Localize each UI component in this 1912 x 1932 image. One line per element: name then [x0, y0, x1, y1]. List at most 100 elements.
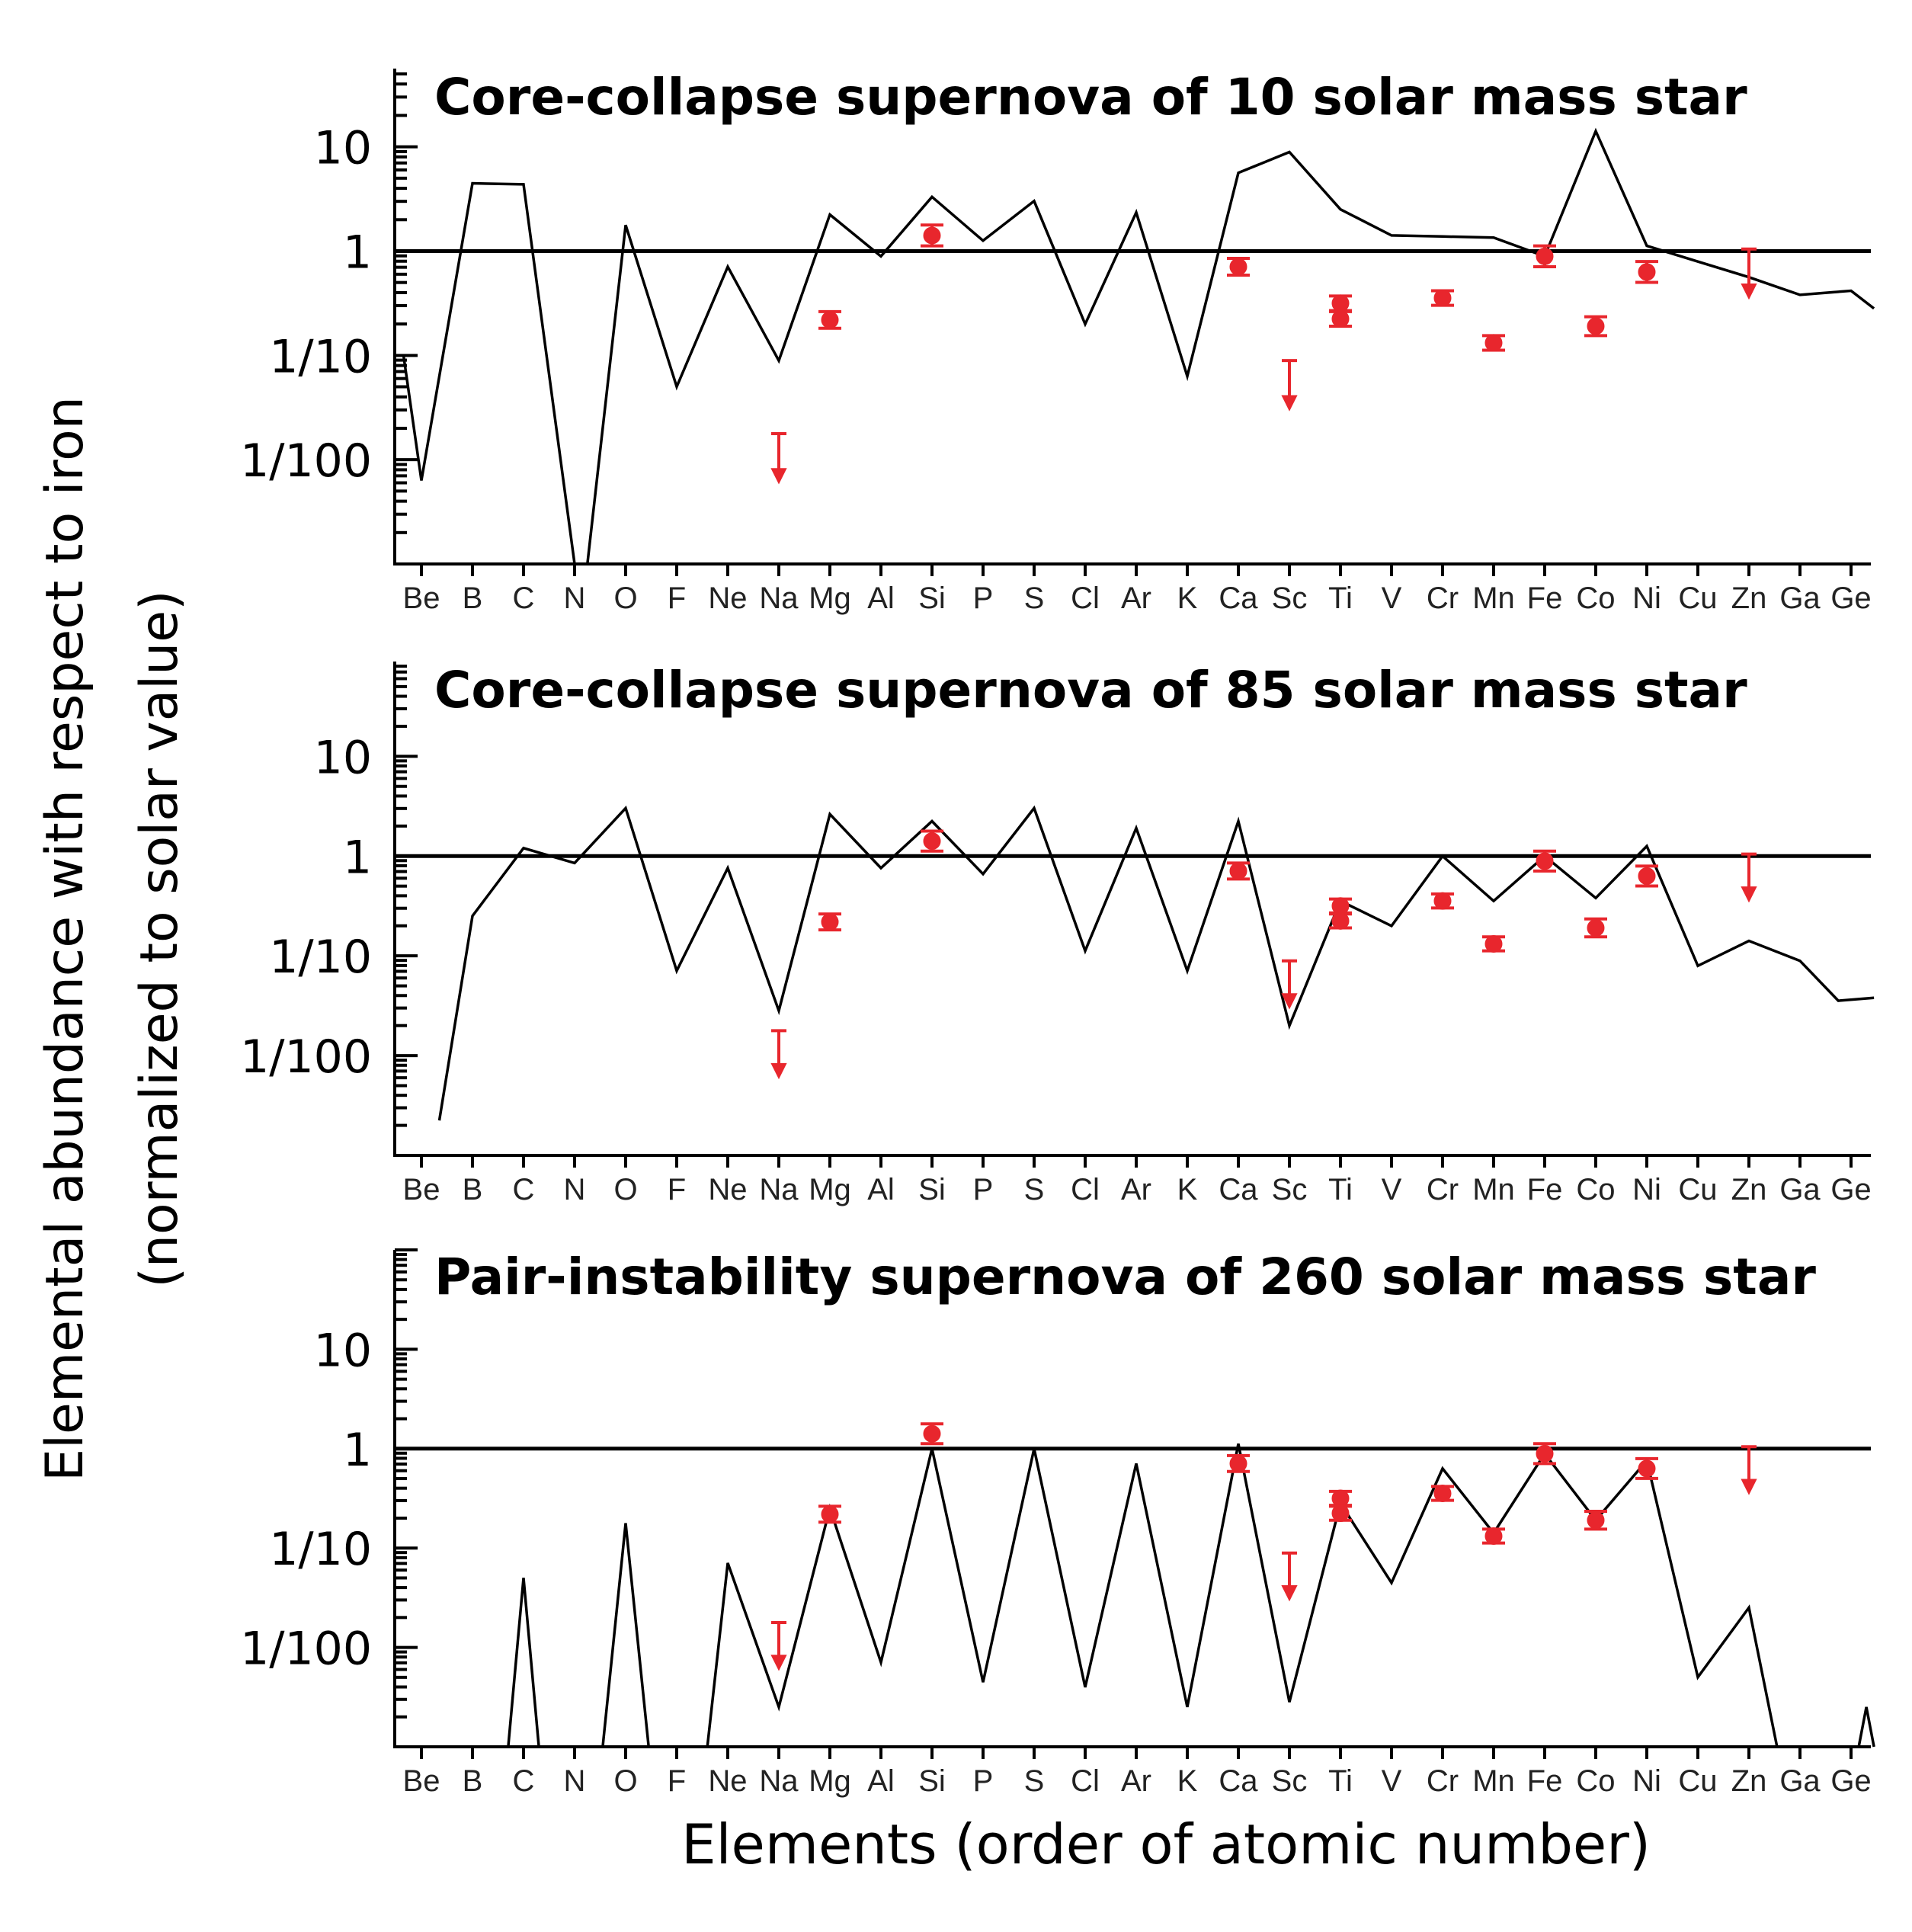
data-marker: [1229, 862, 1247, 880]
observed-point-ti: [1329, 1489, 1352, 1507]
x-tick-label-ti: Ti: [1328, 1764, 1353, 1798]
observed-point-cr: [1431, 1484, 1454, 1502]
y-tick-label: 1: [343, 226, 372, 279]
x-tick-label-si: Si: [918, 1764, 946, 1798]
x-tick-label-v: V: [1382, 1173, 1402, 1206]
x-tick-label-be: Be: [403, 582, 440, 615]
observed-point-ti: [1329, 309, 1352, 328]
y-tick-label: 1/10: [269, 1523, 372, 1576]
x-tick-label-v: V: [1382, 1764, 1402, 1798]
x-tick-label-na: Na: [759, 582, 799, 615]
x-tick-label-zn: Zn: [1731, 1764, 1767, 1798]
x-tick-label-sc: Sc: [1272, 1764, 1308, 1798]
axis-frame: [393, 662, 1871, 1157]
upper-limit-arrowhead: [770, 1655, 787, 1671]
x-tick-label-co: Co: [1576, 1764, 1615, 1798]
x-tick-label-c: C: [513, 1173, 535, 1206]
x-tick-label-ne: Ne: [708, 1764, 747, 1798]
x-tick-label-n: N: [564, 1764, 586, 1798]
x-tick-label-p: P: [973, 582, 994, 615]
x-tick-label-zn: Zn: [1731, 582, 1767, 615]
observed-point-fe: [1533, 849, 1556, 873]
x-tick-label-b: B: [463, 1764, 483, 1798]
x-tick-label-n: N: [564, 582, 586, 615]
observed-point-si: [921, 1422, 943, 1446]
observed-point-mg: [818, 912, 841, 932]
x-tick-label-al: Al: [867, 1764, 895, 1798]
y-tick-label: 10: [314, 1324, 372, 1377]
upper-limit-arrowhead: [1741, 284, 1757, 300]
observed-point-ni: [1635, 1456, 1658, 1480]
observed-point-ti: [1329, 1504, 1352, 1523]
upper-limit-arrowhead: [770, 1062, 787, 1080]
observed-point-mg: [818, 309, 841, 330]
y-tick-label: 1/100: [240, 434, 372, 488]
x-tick-label-cl: Cl: [1071, 1173, 1100, 1206]
upper-limit-sc: [1281, 1551, 1298, 1602]
y-tick-label: 1/100: [240, 1623, 372, 1676]
x-tick-label-fe: Fe: [1527, 1173, 1563, 1206]
upper-limit-zn: [1741, 852, 1757, 903]
x-tick-label-fe: Fe: [1527, 1764, 1563, 1798]
x-tick-label-sc: Sc: [1272, 1173, 1308, 1206]
chart-title: Pair-instability supernova of 260 solar …: [434, 1248, 1816, 1306]
observed-point-ca: [1227, 1453, 1250, 1473]
data-marker: [1433, 289, 1452, 307]
observed-point-mn: [1482, 1527, 1505, 1546]
y-tick-label: 10: [314, 122, 372, 175]
data-marker: [1331, 912, 1350, 930]
x-tick-label-cu: Cu: [1678, 582, 1717, 615]
x-tick-label-zn: Zn: [1731, 1173, 1767, 1206]
x-tick-label-c: C: [513, 1764, 535, 1798]
x-tick-label-b: B: [463, 1173, 483, 1206]
y-tick-label: 10: [314, 731, 372, 784]
x-tick-label-al: Al: [867, 1173, 895, 1206]
x-tick-label-v: V: [1382, 582, 1402, 615]
axis-frame: [393, 69, 1871, 566]
data-marker: [1331, 1489, 1350, 1507]
data-marker: [1484, 1527, 1503, 1546]
x-tick-label-mg: Mg: [809, 1173, 851, 1206]
y-tick-label: 1/100: [240, 1030, 372, 1084]
data-marker: [1587, 317, 1605, 335]
observed-point-fe: [1533, 244, 1556, 268]
x-axis-label: Elements (order of atomic number): [681, 1812, 1651, 1876]
x-tick-label-si: Si: [918, 1173, 946, 1206]
x-tick-label-k: K: [1177, 1764, 1198, 1798]
model-line: [1857, 1706, 1875, 1748]
x-tick-label-ni: Ni: [1632, 1173, 1661, 1206]
observed-point-co: [1584, 315, 1607, 338]
x-tick-label-f: F: [668, 1764, 686, 1798]
model-series: [507, 1443, 1875, 1748]
observed-point-co: [1584, 917, 1607, 939]
data-marker: [1331, 309, 1350, 328]
x-tick-label-cl: Cl: [1071, 582, 1100, 615]
x-tick-label-f: F: [668, 582, 686, 615]
x-tick-label-ne: Ne: [708, 582, 747, 615]
y-tick-label: 1: [343, 1424, 372, 1477]
observed-point-co: [1584, 1509, 1607, 1531]
data-marker: [1638, 867, 1656, 885]
observed-point-ca: [1227, 257, 1250, 277]
x-tick-label-o: O: [613, 1173, 637, 1206]
observed-point-si: [921, 223, 943, 248]
x-tick-label-ga: Ga: [1779, 1764, 1821, 1798]
x-tick-label-na: Na: [759, 1764, 799, 1798]
data-marker: [1587, 919, 1605, 937]
x-tick-label-s: S: [1024, 1173, 1045, 1206]
upper-limit-arrowhead: [1281, 395, 1298, 412]
chart-panels: Core-collapse supernova of 10 solar mass…: [240, 68, 1875, 1798]
y-minor-ticks: [395, 665, 418, 1127]
upper-limit-na: [770, 1029, 787, 1080]
model-line: [507, 1578, 540, 1748]
x-tick-label-be: Be: [403, 1173, 440, 1206]
observed-point-cr: [1431, 289, 1454, 307]
data-marker: [821, 913, 839, 931]
upper-limit-arrowhead: [1281, 993, 1298, 1010]
x-tick-label-b: B: [463, 582, 483, 615]
data-marker: [821, 1505, 839, 1523]
data-marker: [1484, 934, 1503, 953]
data-marker: [1331, 294, 1350, 312]
x-tick-label-al: Al: [867, 582, 895, 615]
